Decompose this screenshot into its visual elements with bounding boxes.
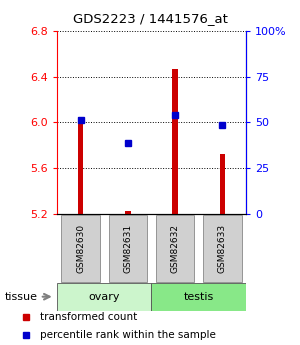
Text: GDS2223 / 1441576_at: GDS2223 / 1441576_at: [73, 12, 227, 25]
Bar: [109, 215, 147, 282]
Text: GSM82633: GSM82633: [218, 224, 227, 273]
Text: transformed count: transformed count: [40, 312, 137, 322]
Bar: [203, 215, 242, 282]
Bar: [152, 283, 246, 310]
Text: GSM82631: GSM82631: [123, 224, 132, 273]
Bar: [78, 117, 83, 214]
Text: percentile rank within the sample: percentile rank within the sample: [40, 330, 216, 340]
Text: testis: testis: [184, 292, 214, 302]
Bar: [220, 155, 225, 214]
Bar: [172, 69, 178, 214]
Text: GSM82632: GSM82632: [171, 224, 180, 273]
Bar: [156, 215, 194, 282]
Bar: [61, 215, 100, 282]
Text: tissue: tissue: [4, 292, 38, 302]
Bar: [125, 211, 131, 214]
Text: GSM82630: GSM82630: [76, 224, 85, 273]
Bar: [57, 283, 152, 310]
Text: ovary: ovary: [88, 292, 120, 302]
